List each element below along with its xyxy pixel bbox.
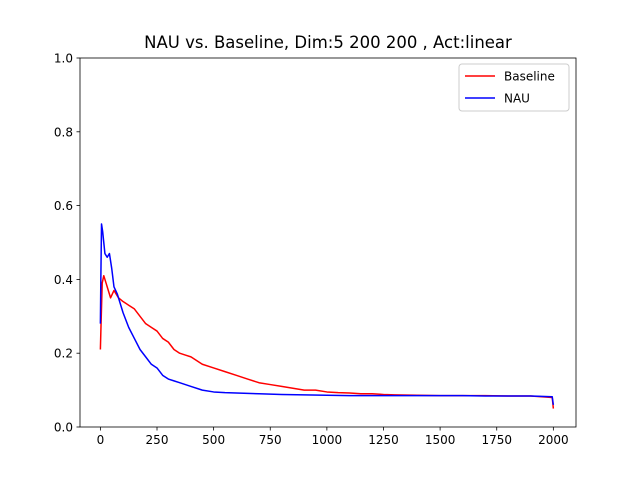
x-tick-label: 750 bbox=[259, 433, 282, 447]
y-tick-label: 1.0 bbox=[54, 52, 73, 66]
x-tick-label: 1750 bbox=[481, 433, 512, 447]
x-tick-label: 1500 bbox=[425, 433, 456, 447]
x-tick-label: 0 bbox=[97, 433, 105, 447]
x-tick-label: 1250 bbox=[368, 433, 399, 447]
y-tick-label: 0.2 bbox=[54, 347, 73, 361]
y-tick-label: 0.4 bbox=[54, 273, 73, 287]
axes-frame bbox=[79, 57, 577, 428]
chart-title: NAU vs. Baseline, Dim:5 200 200 , Act:li… bbox=[144, 33, 512, 52]
legend: Baseline NAU bbox=[458, 63, 570, 112]
x-tick-label: 1000 bbox=[312, 433, 343, 447]
y-tick-label: 0.6 bbox=[54, 199, 73, 213]
legend-label-baseline: Baseline bbox=[504, 70, 555, 84]
x-tick-label: 250 bbox=[146, 433, 169, 447]
legend-label-nau: NAU bbox=[504, 92, 530, 106]
series-line-nau bbox=[99, 223, 555, 405]
plot-area: 0 250 500 750 1000 1250 1500 1750 2000 0.0 0.2 0.4 0… bbox=[54, 52, 577, 447]
y-tick-label: 0.0 bbox=[54, 421, 73, 435]
x-tick-label: 2000 bbox=[538, 433, 569, 447]
x-tick-label: 500 bbox=[202, 433, 225, 447]
y-tick-label: 0.8 bbox=[54, 125, 73, 139]
series-group bbox=[99, 223, 555, 409]
